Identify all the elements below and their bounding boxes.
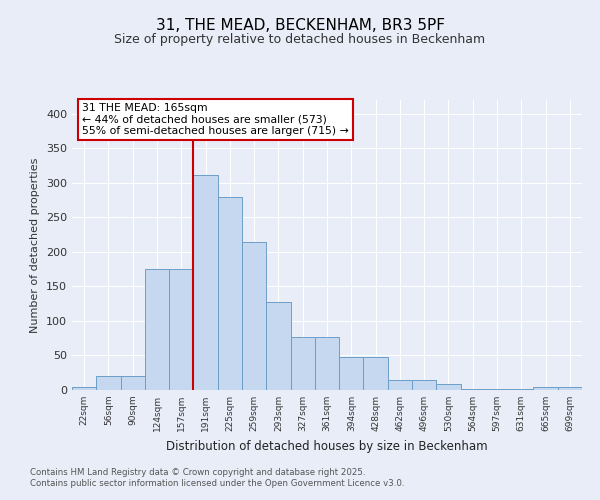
- Bar: [193, 176, 218, 390]
- Bar: [96, 376, 121, 390]
- Bar: [290, 337, 315, 390]
- Bar: [364, 357, 388, 390]
- Bar: [242, 242, 266, 390]
- Text: Contains HM Land Registry data © Crown copyright and database right 2025.
Contai: Contains HM Land Registry data © Crown c…: [30, 468, 404, 487]
- Bar: [339, 357, 364, 390]
- Bar: [169, 269, 193, 390]
- X-axis label: Distribution of detached houses by size in Beckenham: Distribution of detached houses by size …: [166, 440, 488, 452]
- Bar: [218, 196, 242, 390]
- Text: 31 THE MEAD: 165sqm
← 44% of detached houses are smaller (573)
55% of semi-detac: 31 THE MEAD: 165sqm ← 44% of detached ho…: [82, 103, 349, 136]
- Bar: [266, 302, 290, 390]
- Bar: [72, 386, 96, 390]
- Bar: [145, 269, 169, 390]
- Text: 31, THE MEAD, BECKENHAM, BR3 5PF: 31, THE MEAD, BECKENHAM, BR3 5PF: [155, 18, 445, 32]
- Bar: [121, 376, 145, 390]
- Bar: [388, 380, 412, 390]
- Bar: [412, 380, 436, 390]
- Bar: [436, 384, 461, 390]
- Bar: [533, 387, 558, 390]
- Bar: [558, 387, 582, 390]
- Bar: [315, 337, 339, 390]
- Bar: [509, 388, 533, 390]
- Text: Size of property relative to detached houses in Beckenham: Size of property relative to detached ho…: [115, 32, 485, 46]
- Y-axis label: Number of detached properties: Number of detached properties: [31, 158, 40, 332]
- Bar: [461, 388, 485, 390]
- Bar: [485, 388, 509, 390]
